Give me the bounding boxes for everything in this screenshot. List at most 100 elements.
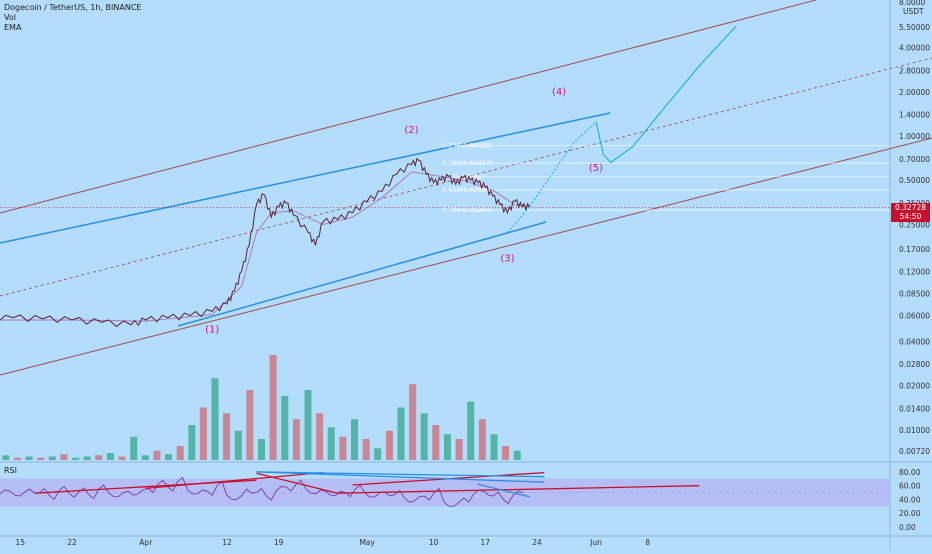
price-axis-tick: 0.12000 <box>899 267 930 276</box>
projection-start <box>507 206 530 233</box>
price-axis-tick: 0.17000 <box>899 245 930 254</box>
time-axis-tick: May <box>359 538 375 547</box>
volume-bar <box>48 456 56 460</box>
time-axis-tick: 8 <box>645 538 650 547</box>
price-axis-tick: 0.00720 <box>899 447 930 456</box>
volume-bar <box>385 430 393 460</box>
fib-level-label: 0.382(0.65417) <box>442 159 493 167</box>
volume-bar <box>153 450 161 460</box>
volume-bar <box>432 425 440 460</box>
volume-bar <box>2 455 10 460</box>
rsi-trendline <box>256 472 338 494</box>
wave-label: (4) <box>552 87 566 98</box>
price-axis-tick: 0.04000 <box>899 337 930 346</box>
volume-bar <box>281 395 289 460</box>
blue-channel-lower <box>177 221 547 327</box>
price-axis-tick: 2.00000 <box>899 88 930 97</box>
volume-bar <box>72 457 80 460</box>
volume-bar <box>13 457 21 460</box>
rsi-axis-tick: 20.00 <box>899 509 921 518</box>
rsi-axis-tick: 0.00 <box>899 523 916 532</box>
price-line <box>0 157 531 328</box>
price-axis-tick: 0.06000 <box>899 312 930 321</box>
volume-bar <box>141 455 149 460</box>
price-axis-tick: 0.02000 <box>899 382 930 391</box>
volume-bar <box>316 413 324 460</box>
current-price-badge: 0.32728 54:50 <box>891 203 930 222</box>
time-axis-tick: 22 <box>67 538 77 547</box>
volume-bar <box>199 407 207 460</box>
current-price-value: 0.32728 <box>894 203 926 212</box>
rsi-trendline <box>145 471 323 490</box>
volume-bar <box>467 401 475 460</box>
price-axis-tick: 0.25000 <box>899 221 930 230</box>
volume-bar <box>339 436 347 460</box>
wave-label: (3) <box>500 254 514 265</box>
price-axis-tick: 0.01400 <box>899 404 930 413</box>
volume-bar <box>130 436 138 460</box>
projection-dotted <box>529 121 597 208</box>
chart-legend: Dogecoin / TetherUS, 1h, BINANCE Vol EMA <box>4 3 141 33</box>
volume-bar <box>37 457 45 460</box>
fib-level-label: 0.5(0.52802) <box>442 173 484 181</box>
blue-channel-upper <box>0 112 611 244</box>
fib-level-label: 0.786(0.31254) <box>442 206 493 214</box>
volume-bar <box>502 446 510 460</box>
wave-label: (2) <box>404 125 418 136</box>
volume-bar <box>420 413 428 460</box>
time-axis-tick: Apr <box>139 538 153 547</box>
volume-bar <box>165 454 172 460</box>
volume-bar <box>211 378 219 460</box>
ema-indicator-label[interactable]: EMA <box>4 23 22 32</box>
price-axis-tick: 0.02800 <box>899 360 930 369</box>
volume-bar <box>304 390 312 460</box>
volume-bar <box>60 454 68 460</box>
time-axis-tick: 10 <box>429 538 439 547</box>
price-axis-tick: 1.00000 <box>899 132 930 141</box>
volume-bar <box>444 434 451 460</box>
fibonacci-levels: 0.236(0.86438) 0.382(0.65417) 0.5(0.52802)… <box>442 141 890 214</box>
price-axis-tick: 1.40000 <box>899 111 930 120</box>
price-axis-tick: 4.00000 <box>899 44 930 53</box>
symbol-title[interactable]: Dogecoin / TetherUS, 1h, BINANCE <box>4 3 142 12</box>
rsi-indicator-label[interactable]: RSI <box>4 466 17 475</box>
price-axis-tick: 0.08500 <box>899 289 930 298</box>
time-axis-tick: 24 <box>532 538 542 547</box>
ema-line <box>0 171 530 322</box>
projection-line <box>595 25 737 164</box>
rsi-axis-tick: 80.00 <box>899 468 921 477</box>
volume-bar <box>269 355 277 460</box>
time-axis-tick: 17 <box>481 538 491 547</box>
volume-bar <box>25 456 33 460</box>
rsi-trendline <box>256 471 545 478</box>
volume-bar <box>397 407 405 460</box>
wave-label: (1) <box>205 325 219 336</box>
volume-bar <box>490 434 498 460</box>
time-axis-tick: 15 <box>16 538 26 547</box>
volume-bar <box>513 450 521 460</box>
volume-bar <box>118 456 126 460</box>
rsi-axis-tick: 60.00 <box>899 482 921 491</box>
volume-bar <box>351 419 358 460</box>
volume-bar <box>106 453 114 460</box>
price-axis-tick: 0.70000 <box>899 155 930 164</box>
volume-bar <box>409 384 417 460</box>
fib-level-label: 0.618(0.42982) <box>442 186 493 194</box>
fib-level-label: 0.236(0.86438) <box>442 141 493 149</box>
price-axis-tick: 0.50000 <box>899 176 930 185</box>
time-axis-tick: 12 <box>222 538 232 547</box>
volume-bar <box>478 419 486 460</box>
time-axis-tick: 19 <box>274 538 284 547</box>
volume-bar <box>234 430 242 460</box>
volume-bar <box>176 446 184 460</box>
volume-bars <box>2 355 521 460</box>
vol-indicator-label[interactable]: Vol <box>4 13 16 22</box>
volume-bar <box>362 439 370 460</box>
price-axis-tick: 0.01000 <box>899 426 930 435</box>
volume-bar <box>83 456 91 460</box>
rsi-axis-tick: 40.00 <box>899 495 921 504</box>
bar-countdown: 54:50 <box>899 212 922 221</box>
upper-channel-line <box>0 0 817 214</box>
